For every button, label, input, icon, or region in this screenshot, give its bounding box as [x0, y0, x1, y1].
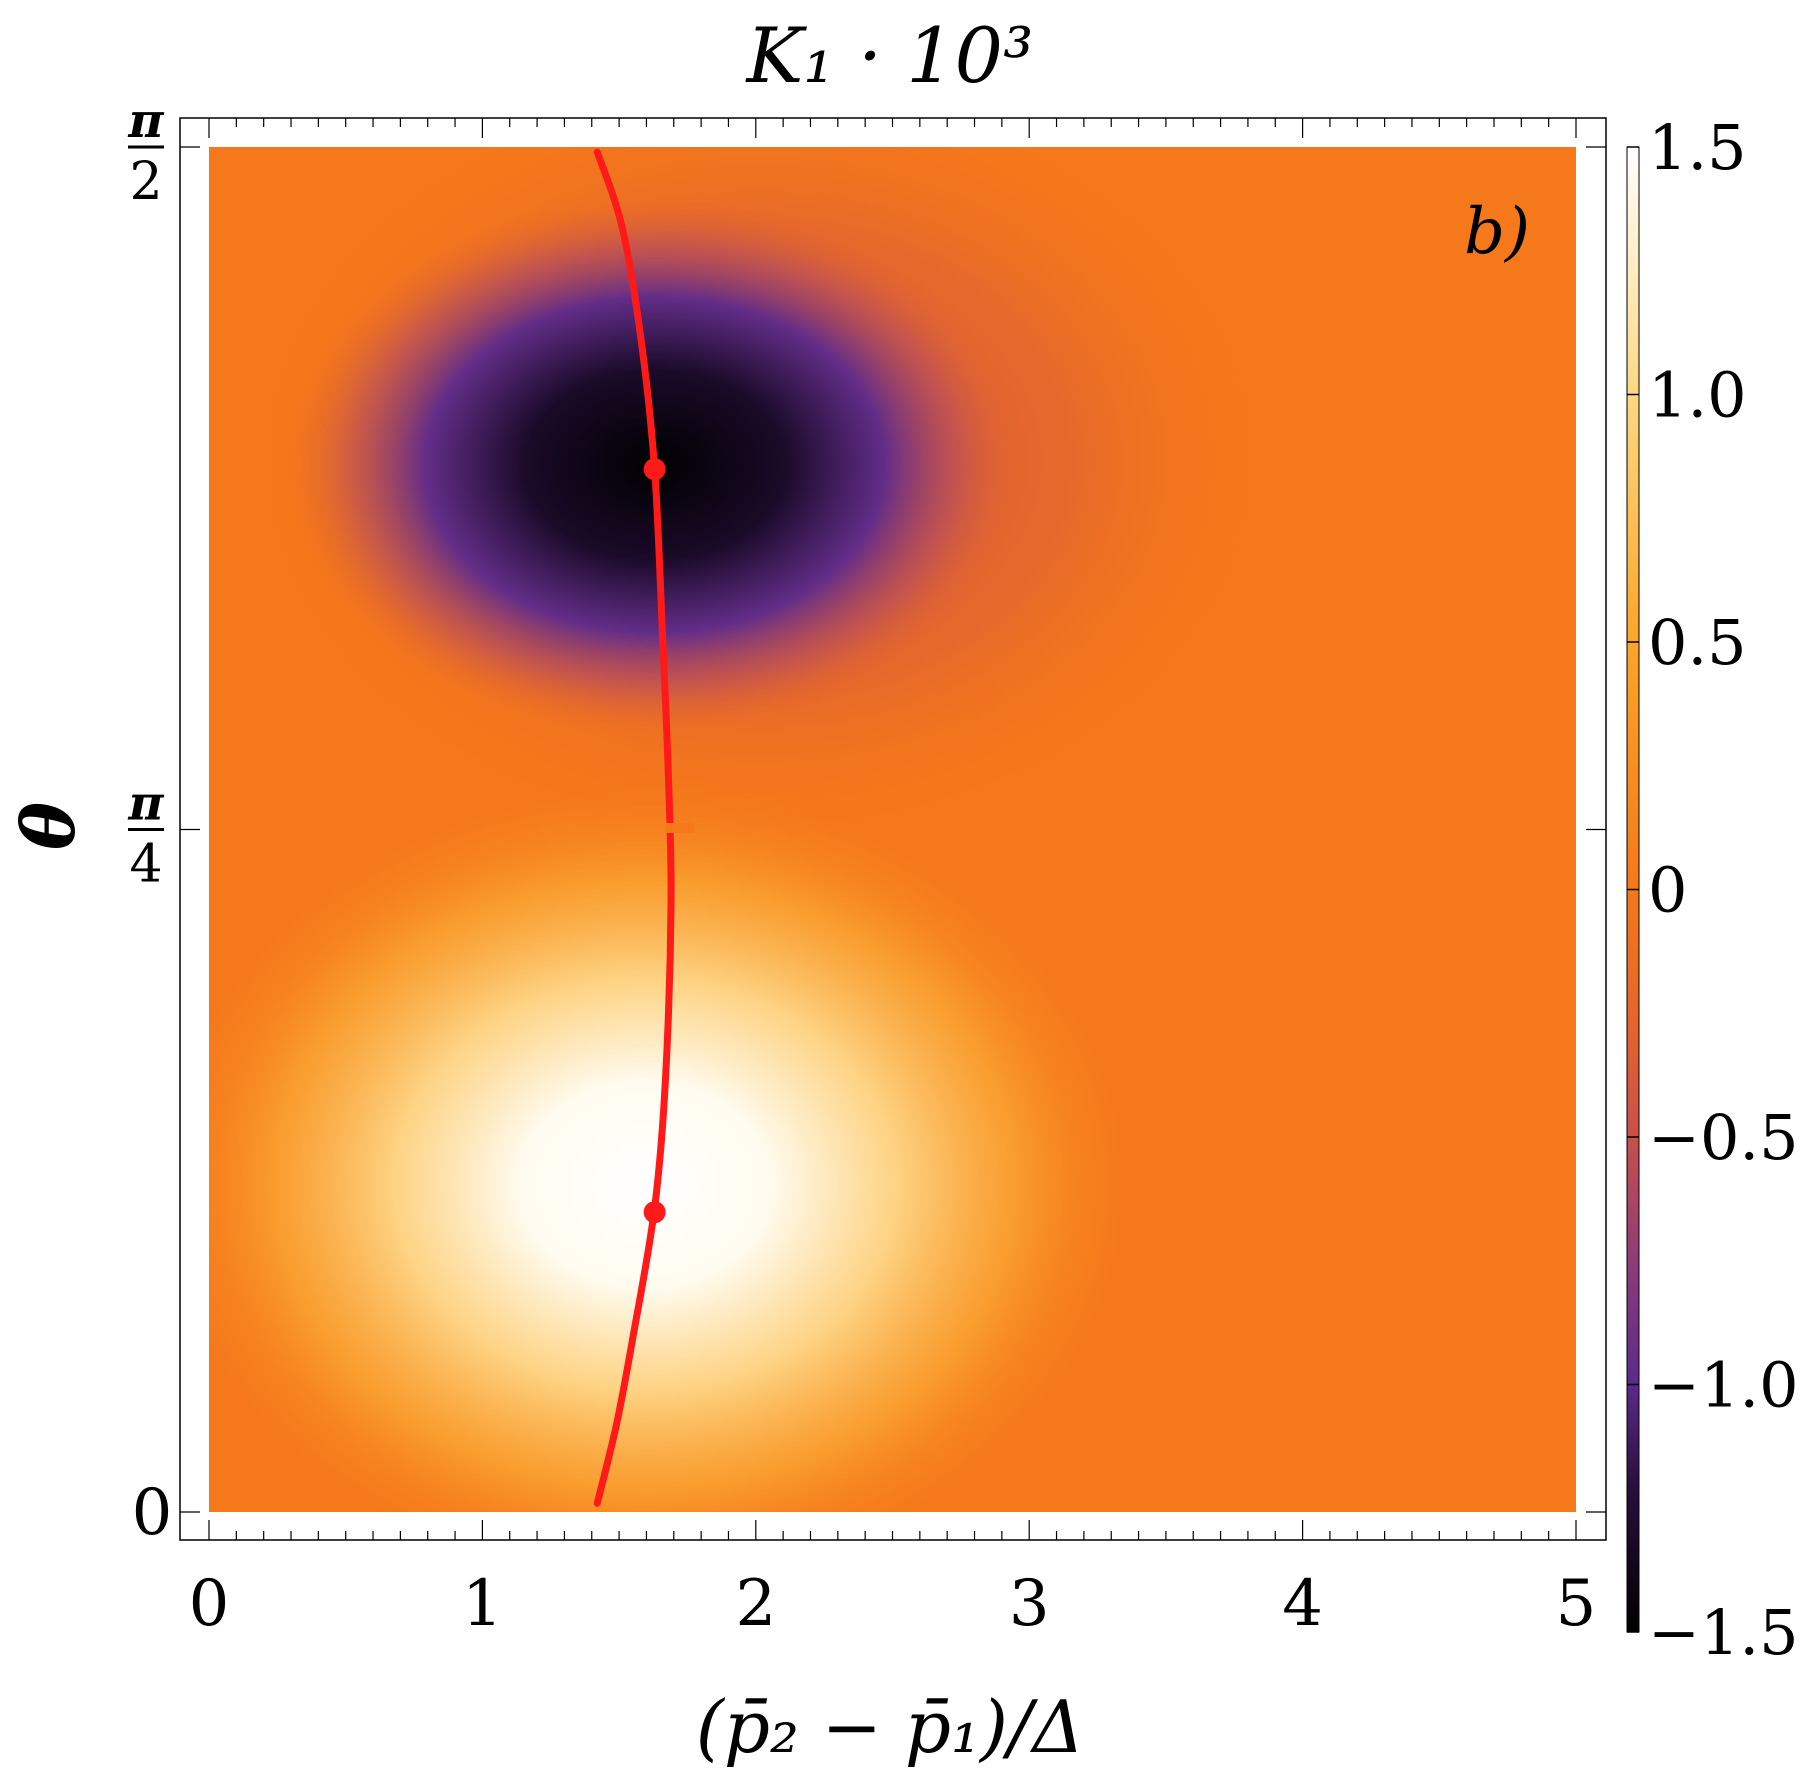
- colorbar-tick-label: 1.0: [1648, 359, 1747, 432]
- colorbar-tick-label: 0: [1648, 854, 1687, 927]
- colorbar-tick-label: 1.5: [1648, 111, 1747, 184]
- x-tick-label: 3: [1009, 1567, 1050, 1641]
- curve-markers: [643, 458, 666, 1224]
- x-tick-label: 1: [462, 1567, 503, 1641]
- chart-title: K₁ · 10³: [745, 11, 1034, 100]
- colorbar-tick-label: −0.5: [1648, 1101, 1799, 1174]
- x-tick-label: 2: [735, 1567, 776, 1641]
- colorbar-ticks: 1.5 1.0 0.5 0 −0.5 −1.0 −1.5: [1627, 111, 1799, 1669]
- curve-marker: [643, 458, 666, 481]
- x-tick-label: 0: [189, 1567, 230, 1641]
- x-tick-label: 4: [1282, 1567, 1323, 1641]
- curve-gap: [666, 823, 694, 833]
- x-axis-ticks: 0 1 2 3 4 5: [189, 118, 1597, 1641]
- y-tick-label: 0: [132, 1476, 173, 1550]
- panel-label: b): [1464, 195, 1530, 269]
- colorbar-tick-label: 0.5: [1648, 606, 1747, 679]
- heatmap: [209, 147, 1576, 1512]
- y-tick-numerator: π: [127, 776, 164, 832]
- x-axis-label: (p̄₂ − p̄₁)/Δ: [696, 1685, 1084, 1769]
- y-tick-denominator: 2: [129, 152, 162, 212]
- x-tick-label: 5: [1556, 1567, 1597, 1641]
- y-axis-label: θ: [6, 802, 91, 850]
- heatmap-maximum-region: [209, 775, 1145, 1512]
- colorbar-tick-label: −1.0: [1648, 1349, 1799, 1422]
- y-tick-denominator: 4: [129, 835, 162, 895]
- curve-marker: [643, 1201, 666, 1224]
- colorbar-tick-label: −1.5: [1648, 1596, 1799, 1669]
- y-tick-numerator: π: [127, 93, 164, 149]
